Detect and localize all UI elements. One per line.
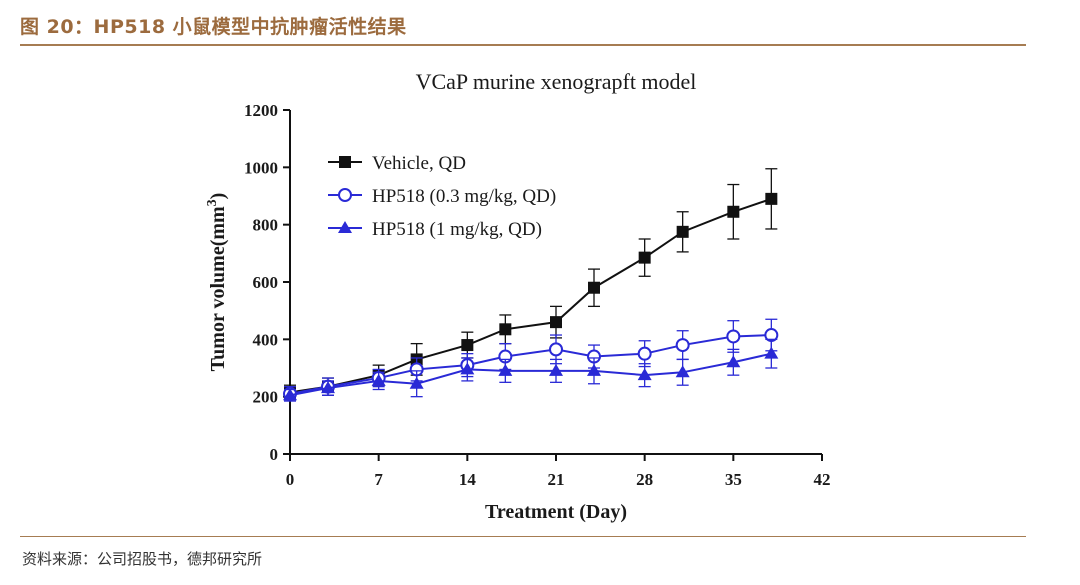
data-point [726,355,741,368]
x-tick-label: 35 [725,470,742,489]
series-group [283,318,779,402]
y-tick-label: 400 [253,330,279,349]
data-point [637,346,652,361]
data-point [460,362,475,375]
data-point [461,339,474,352]
legend-marker [339,156,351,168]
chart-series [283,168,779,402]
data-point [409,376,424,389]
data-point [371,373,386,386]
data-point [637,368,652,381]
series-line [289,197,772,394]
y-axis-label: Tumor volume(mm3) [205,193,229,372]
data-point [549,363,563,376]
data-point [549,342,563,357]
data-point [675,365,690,378]
x-tick-label: 28 [636,470,653,489]
legend-label: HP518 (0.3 mg/kg, QD) [372,186,556,207]
data-point [588,281,600,294]
data-point [587,363,601,376]
data-point [675,338,690,353]
legend-label: Vehicle, QD [372,153,466,174]
y-tick-label: 800 [253,216,279,235]
y-tick-label: 200 [253,388,279,407]
top-divider [20,44,1026,46]
x-tick-label: 0 [286,470,295,489]
legend-marker [338,188,352,202]
data-point [727,205,740,218]
data-point [764,346,779,359]
data-point [498,363,513,376]
y-tick-label: 1200 [244,101,278,120]
y-tick-label: 0 [270,445,279,464]
data-point [765,192,778,205]
figure-title: 图 20：HP518 小鼠模型中抗肿瘤活性结果 [20,16,407,38]
bottom-divider [20,536,1026,537]
legend-label: HP518 (1 mg/kg, QD) [372,219,542,240]
y-tick-label: 600 [253,273,279,292]
series-line [289,352,772,397]
x-axis-label: Treatment (Day) [485,501,627,523]
data-point [550,316,562,329]
x-tick-label: 14 [459,470,477,489]
chart-legend: Vehicle, QD HP518 (0.3 mg/kg, QD) HP518 (1… [328,153,556,240]
chart-axes: 0 7 14 21 28 35 42 0 200 400 600 800 1000 1200 [244,101,831,489]
series-line [289,334,772,395]
legend-marker [338,221,352,233]
data-point [726,329,741,344]
data-point [321,381,335,394]
data-point [283,388,297,401]
x-tick-label: 7 [374,470,383,489]
chart-title: VCaP murine xenograpft model [416,69,697,94]
data-point [499,323,512,336]
source-note: 资料来源：公司招股书，德邦研究所 [22,550,263,568]
y-tick-label: 1000 [244,158,278,177]
tumor-volume-chart: 0 7 14 21 28 35 42 0 200 400 600 800 1000 1200 Vehicl… [205,69,831,523]
data-point [638,251,651,264]
x-tick-label: 42 [814,470,831,489]
data-point [676,225,689,238]
x-tick-label: 21 [548,470,565,489]
series-group [283,338,779,402]
